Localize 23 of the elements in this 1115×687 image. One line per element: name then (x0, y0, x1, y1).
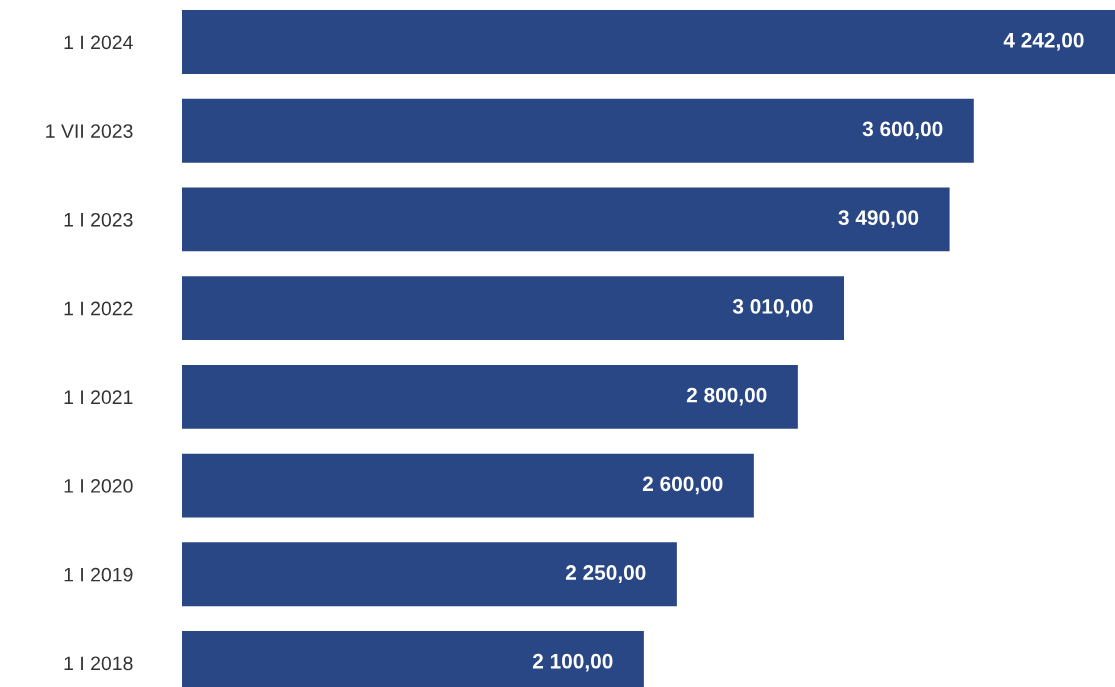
data-label: 3 600,00 (862, 121, 943, 140)
data-label: 4 242,00 (1003, 32, 1084, 51)
y-tick-label: 1 I 2021 (64, 390, 133, 405)
y-tick-label: 1 I 2023 (64, 212, 133, 227)
data-label: 3 490,00 (838, 210, 919, 229)
y-tick-label: 1 VII 2023 (46, 124, 133, 138)
bar (182, 98, 974, 163)
data-label: 2 250,00 (565, 565, 646, 583)
data-label: 2 100,00 (532, 653, 613, 672)
data-label: 2 600,00 (642, 476, 723, 495)
y-tick-label: 1 I 2022 (64, 301, 133, 316)
data-label: 2 800,00 (686, 387, 767, 406)
bar (182, 542, 677, 607)
y-tick-label: 1 I 2019 (64, 567, 133, 582)
y-tick-label: 1 I 2020 (64, 479, 133, 493)
y-tick-label: 1 I 2024 (64, 35, 133, 50)
bar (182, 187, 950, 252)
data-label: 3 010,00 (732, 298, 813, 317)
bar (182, 364, 798, 429)
bar (182, 453, 754, 518)
bar (182, 10, 1115, 74)
bar (182, 276, 845, 341)
y-tick-label: 1 I 2018 (64, 656, 133, 671)
